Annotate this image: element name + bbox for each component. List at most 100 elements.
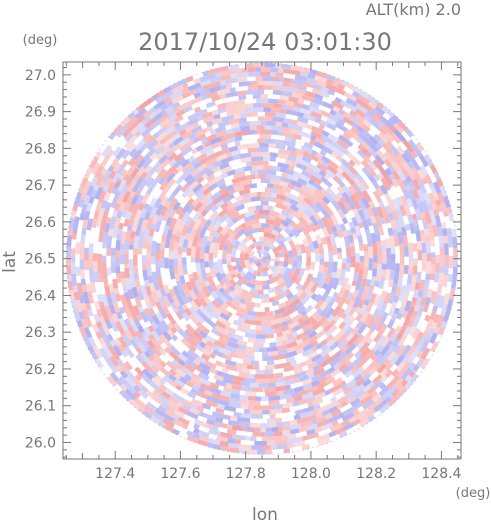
positive-cell (230, 303, 240, 312)
positive-cell (115, 321, 123, 329)
positive-cell (145, 389, 155, 399)
negative-cell (133, 317, 142, 328)
positive-cell (408, 325, 417, 337)
negative-cell (171, 359, 179, 367)
positive-cell (192, 330, 204, 341)
positive-cell (350, 295, 357, 303)
negative-cell (369, 118, 381, 129)
negative-cell (230, 388, 241, 395)
negative-cell (352, 366, 365, 379)
positive-cell (359, 365, 372, 378)
positive-cell (203, 359, 217, 370)
negative-cell (215, 272, 223, 282)
negative-cell (370, 232, 377, 244)
positive-cell (284, 206, 294, 214)
positive-cell (411, 213, 418, 221)
positive-cell (375, 149, 387, 162)
negative-cell (396, 169, 407, 182)
positive-cell (237, 244, 244, 251)
positive-cell (98, 301, 105, 309)
negative-cell (213, 113, 221, 120)
negative-cell (321, 409, 331, 417)
negative-cell (312, 97, 325, 106)
positive-cell (205, 191, 213, 199)
negative-cell (289, 204, 300, 213)
positive-cell (254, 214, 264, 220)
negative-cell (217, 120, 231, 128)
negative-cell (296, 227, 303, 234)
positive-cell (233, 233, 240, 241)
positive-cell (278, 180, 289, 188)
negative-cell (116, 163, 126, 175)
positive-cell (263, 85, 273, 90)
positive-cell (288, 240, 296, 249)
negative-cell (210, 214, 222, 226)
positive-cell (268, 422, 277, 428)
positive-cell (396, 178, 407, 191)
negative-cell (151, 240, 157, 252)
positive-cell (401, 161, 410, 171)
positive-cell (446, 206, 453, 214)
positive-cell (170, 380, 178, 388)
positive-cell (244, 219, 255, 227)
negative-cell (115, 147, 127, 160)
negative-cell (177, 328, 190, 340)
negative-cell (162, 375, 173, 385)
positive-cell (162, 158, 171, 167)
positive-cell (110, 157, 120, 168)
positive-cell (188, 220, 196, 229)
negative-cell (439, 241, 444, 248)
positive-cell (305, 256, 311, 267)
negative-cell (284, 216, 294, 225)
positive-cell (134, 373, 143, 382)
negative-cell (421, 242, 427, 254)
negative-cell (294, 301, 304, 311)
negative-cell (365, 110, 375, 119)
positive-cell (383, 214, 391, 224)
positive-cell (324, 272, 332, 285)
positive-cell (311, 125, 324, 135)
positive-cell (192, 358, 201, 366)
negative-cell (110, 262, 116, 273)
negative-cell (298, 374, 309, 382)
positive-cell (338, 363, 348, 372)
positive-cell (291, 92, 303, 99)
positive-cell (360, 335, 370, 345)
negative-cell (140, 126, 153, 138)
negative-cell (282, 285, 289, 292)
negative-cell (167, 113, 178, 123)
positive-cell (383, 158, 392, 168)
positive-cell (102, 269, 108, 280)
positive-cell (352, 191, 362, 203)
negative-cell (291, 331, 299, 338)
negative-cell (72, 223, 79, 234)
positive-cell (321, 226, 330, 238)
positive-cell (347, 185, 357, 195)
positive-cell (214, 81, 222, 87)
negative-cell (113, 190, 122, 201)
positive-cell (98, 315, 106, 326)
positive-cell (367, 101, 377, 110)
negative-cell (154, 107, 163, 116)
negative-cell (264, 138, 274, 144)
negative-cell (372, 180, 380, 190)
negative-cell (308, 241, 315, 253)
negative-cell (322, 145, 334, 155)
negative-cell (93, 271, 99, 283)
positive-cell (256, 271, 263, 277)
positive-cell (424, 210, 432, 224)
positive-cell (298, 389, 308, 397)
negative-cell (406, 214, 414, 224)
positive-cell (190, 373, 201, 382)
positive-cell (359, 310, 370, 323)
negative-cell (311, 418, 318, 425)
negative-cell (207, 164, 215, 171)
negative-cell (410, 157, 421, 171)
negative-cell (280, 176, 292, 184)
negative-cell (192, 287, 200, 295)
negative-cell (142, 269, 149, 281)
positive-cell (430, 321, 438, 330)
positive-cell (290, 119, 298, 126)
positive-cell (302, 238, 310, 247)
negative-cell (350, 383, 358, 391)
